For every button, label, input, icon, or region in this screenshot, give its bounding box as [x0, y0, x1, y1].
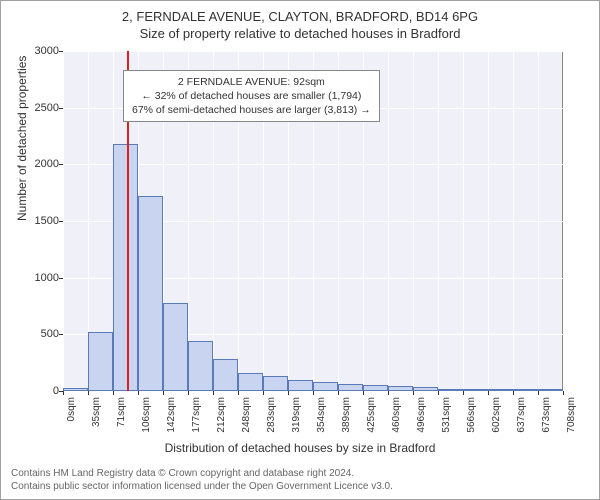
xtick-mark	[313, 391, 314, 395]
bar	[138, 196, 163, 391]
bar	[363, 385, 388, 391]
bar	[163, 303, 188, 391]
chart-area: 050010001500200025003000 0sqm35sqm71sqm1…	[63, 51, 563, 391]
bar	[63, 388, 88, 391]
bar	[413, 387, 438, 391]
xtick-label: 177sqm	[191, 397, 202, 433]
xtick-label: 425sqm	[366, 397, 377, 433]
xtick-label: 319sqm	[291, 397, 302, 433]
bar	[538, 389, 563, 391]
xtick-mark	[213, 391, 214, 395]
ytick-mark	[59, 278, 63, 279]
bar	[313, 382, 338, 391]
xtick-mark	[238, 391, 239, 395]
xtick-label: 389sqm	[341, 397, 352, 433]
bar	[513, 389, 538, 391]
bar	[488, 389, 513, 391]
sub-title: Size of property relative to detached ho…	[1, 26, 599, 41]
ytick-mark	[59, 51, 63, 52]
ytick-mark	[59, 164, 63, 165]
bar	[463, 389, 488, 391]
gridline-v	[63, 51, 64, 391]
footer: Contains HM Land Registry data © Crown c…	[11, 467, 393, 493]
xtick-label: 71sqm	[116, 397, 127, 427]
bar	[263, 376, 288, 391]
gridline-v	[388, 51, 389, 391]
gridline-v	[488, 51, 489, 391]
xtick-label: 531sqm	[441, 397, 452, 433]
xtick-label: 248sqm	[241, 397, 252, 433]
ytick-mark	[59, 108, 63, 109]
annotation-line2: ← 32% of detached houses are smaller (1,…	[132, 89, 371, 103]
gridline-v	[438, 51, 439, 391]
y-axis-title: Number of detached properties	[15, 56, 29, 221]
xtick-label: 354sqm	[316, 397, 327, 433]
bar	[213, 359, 238, 391]
gridline-v	[513, 51, 514, 391]
bar	[188, 341, 213, 391]
xtick-label: 0sqm	[66, 397, 77, 421]
annotation-line3: 67% of semi-detached houses are larger (…	[132, 103, 371, 117]
xtick-mark	[538, 391, 539, 395]
xtick-mark	[288, 391, 289, 395]
title-block: 2, FERNDALE AVENUE, CLAYTON, BRADFORD, B…	[1, 1, 599, 45]
xtick-label: 283sqm	[266, 397, 277, 433]
xtick-label: 673sqm	[541, 397, 552, 433]
footer-line2: Contains public sector information licen…	[11, 480, 393, 493]
xtick-mark	[363, 391, 364, 395]
gridline-v	[413, 51, 414, 391]
main-title: 2, FERNDALE AVENUE, CLAYTON, BRADFORD, B…	[1, 9, 599, 24]
xtick-mark	[63, 391, 64, 395]
annotation-line1: 2 FERNDALE AVENUE: 92sqm	[132, 75, 371, 89]
ytick-mark	[59, 334, 63, 335]
xtick-mark	[113, 391, 114, 395]
xtick-mark	[138, 391, 139, 395]
xtick-label: 142sqm	[166, 397, 177, 433]
xtick-mark	[438, 391, 439, 395]
x-axis-title: Distribution of detached houses by size …	[1, 441, 599, 455]
xtick-label: 602sqm	[491, 397, 502, 433]
bar	[88, 332, 113, 391]
bar	[113, 144, 138, 391]
xtick-mark	[513, 391, 514, 395]
footer-line1: Contains HM Land Registry data © Crown c…	[11, 467, 393, 480]
ytick-mark	[59, 221, 63, 222]
xtick-label: 106sqm	[141, 397, 152, 433]
xtick-mark	[463, 391, 464, 395]
xtick-mark	[188, 391, 189, 395]
bar	[238, 373, 263, 391]
xtick-label: 35sqm	[91, 397, 102, 427]
gridline-v	[463, 51, 464, 391]
xtick-mark	[413, 391, 414, 395]
xtick-label: 566sqm	[466, 397, 477, 433]
gridline-v	[538, 51, 539, 391]
xtick-label: 708sqm	[566, 397, 577, 433]
xtick-label: 637sqm	[516, 397, 527, 433]
bar	[338, 384, 363, 391]
xtick-mark	[263, 391, 264, 395]
xtick-label: 212sqm	[216, 397, 227, 433]
gridline-v	[563, 51, 564, 391]
xtick-mark	[88, 391, 89, 395]
bar	[288, 380, 313, 391]
xtick-mark	[338, 391, 339, 395]
bar	[438, 389, 463, 391]
bar	[388, 386, 413, 391]
xtick-label: 460sqm	[391, 397, 402, 433]
xtick-label: 496sqm	[416, 397, 427, 433]
xtick-mark	[488, 391, 489, 395]
annotation-box: 2 FERNDALE AVENUE: 92sqm ← 32% of detach…	[123, 70, 380, 123]
xtick-mark	[163, 391, 164, 395]
xtick-mark	[563, 391, 564, 395]
chart-container: 2, FERNDALE AVENUE, CLAYTON, BRADFORD, B…	[0, 0, 600, 500]
xtick-mark	[388, 391, 389, 395]
